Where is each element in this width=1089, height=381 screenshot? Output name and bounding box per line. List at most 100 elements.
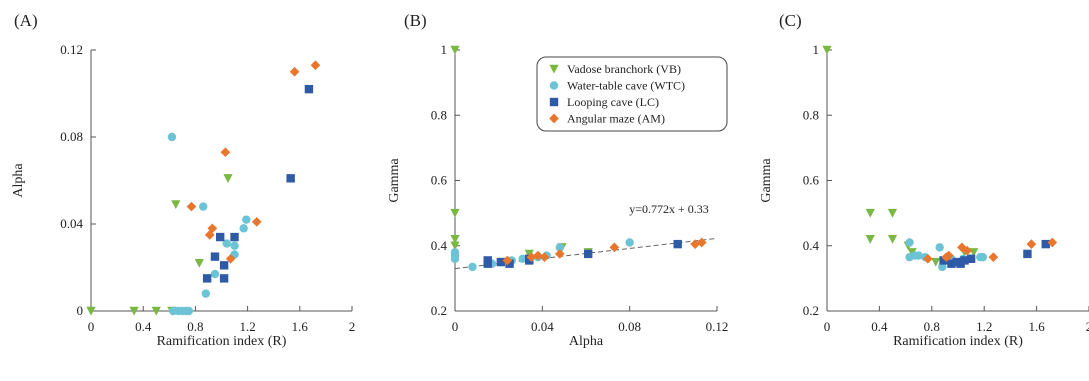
legend-marker-lc xyxy=(549,97,559,107)
data-point-vb xyxy=(887,208,898,218)
series-lc xyxy=(939,239,1050,268)
data-point-wtc xyxy=(239,224,248,233)
data-point-lc xyxy=(947,259,956,268)
data-point-wtc xyxy=(625,238,634,247)
y-tick-label: 0.6 xyxy=(431,173,448,188)
data-point-lc xyxy=(210,252,220,261)
series-lc xyxy=(202,84,314,283)
y-tick-label: 0 xyxy=(77,303,84,318)
series-wtc xyxy=(167,132,251,316)
data-point-am xyxy=(186,201,197,212)
series-vb xyxy=(822,45,979,267)
y-axis-title: Alpha xyxy=(11,163,26,198)
data-point-wtc xyxy=(978,252,988,262)
x-tick-label: 2 xyxy=(1086,319,1089,334)
series-vb xyxy=(86,174,233,316)
legend-label-lc: Looping cave (LC) xyxy=(567,95,659,109)
panel-a: 0 0.4 0.8 1.2 1.6 2 0 0.04 0.08 0.12 (A) Ramificati… xyxy=(11,11,355,349)
data-point-wtc xyxy=(167,132,177,142)
data-point-am xyxy=(526,252,537,262)
x-tick-label: 0.8 xyxy=(187,319,203,334)
y-tick-label: 0.8 xyxy=(431,107,447,122)
data-point-vb xyxy=(524,249,534,259)
data-point-lc xyxy=(960,256,969,265)
data-point-vb xyxy=(223,174,233,183)
data-point-wtc xyxy=(184,306,194,316)
x-tick-label: 0.08 xyxy=(618,319,641,334)
data-point-wtc xyxy=(914,251,923,260)
data-point-vb xyxy=(194,258,204,268)
data-point-vb xyxy=(865,208,875,218)
data-point-lc xyxy=(202,274,212,283)
x-tick-label: 0.8 xyxy=(924,319,940,334)
data-point-lc xyxy=(1041,239,1050,249)
panel-c: 0 0.4 0.8 1.2 1.6 2 0.2 0.4 0.6 0.8 1 (C) Ramificati… xyxy=(759,11,1089,349)
x-tick-label: 0 xyxy=(824,319,831,334)
data-point-vb xyxy=(931,257,941,267)
y-tick-label: 0.2 xyxy=(431,303,447,318)
data-point-vb xyxy=(450,208,460,218)
data-point-vb xyxy=(151,306,161,316)
data-point-wtc xyxy=(201,289,211,298)
x-tick-label: 0.04 xyxy=(531,319,554,334)
x-axis-title: Alpha xyxy=(569,334,604,349)
data-point-wtc xyxy=(518,254,527,263)
legend-label-vb: Vadose branchork (VB) xyxy=(567,62,681,76)
data-point-wtc xyxy=(905,238,914,247)
y-tick-label: 0.4 xyxy=(803,238,820,253)
data-point-lc xyxy=(505,259,514,268)
data-point-wtc xyxy=(468,262,477,272)
legend-box xyxy=(536,56,728,132)
panel-label: (B) xyxy=(404,11,427,30)
data-point-lc xyxy=(219,261,229,270)
data-point-am xyxy=(289,66,300,77)
x-tick-label: 0 xyxy=(452,319,459,334)
data-point-wtc xyxy=(222,239,231,248)
x-tick-label: 1.2 xyxy=(976,319,992,334)
series-am xyxy=(502,237,707,266)
data-point-lc xyxy=(219,274,229,283)
data-point-vb xyxy=(865,235,875,244)
data-point-wtc xyxy=(199,202,208,211)
data-point-am xyxy=(220,147,231,158)
data-point-vb xyxy=(822,45,832,55)
data-point-lc xyxy=(939,256,948,265)
x-tick-label: 1.2 xyxy=(239,319,255,334)
data-point-wtc xyxy=(210,269,220,279)
data-point-lc xyxy=(483,256,492,265)
panel-label: (A) xyxy=(14,11,38,30)
data-point-vb xyxy=(171,200,181,210)
data-point-am xyxy=(204,230,215,240)
legend-marker-wtc xyxy=(549,81,559,90)
x-tick-label: 0.4 xyxy=(135,319,152,334)
data-point-am xyxy=(1026,239,1037,249)
data-point-lc xyxy=(1023,249,1032,259)
x-tick-label: 1.6 xyxy=(1028,319,1045,334)
y-tick-label: 0.8 xyxy=(803,107,819,122)
data-point-am xyxy=(225,253,236,264)
data-point-lc xyxy=(286,174,295,183)
data-point-lc xyxy=(966,254,976,263)
y-tick-label: 1 xyxy=(813,42,820,57)
legend-label-wtc: Water-table cave (WTC) xyxy=(567,79,685,93)
data-point-vb xyxy=(129,306,139,316)
data-point-am xyxy=(207,223,218,234)
data-point-lc xyxy=(583,249,593,259)
data-point-wtc xyxy=(938,262,947,272)
legend-marker-vb xyxy=(549,64,559,74)
x-tick-label: 0 xyxy=(88,319,95,334)
data-point-vb xyxy=(887,235,898,244)
data-point-am xyxy=(539,252,550,262)
legend-label-am: Angular maze (AM) xyxy=(567,112,665,126)
y-tick-label: 0.2 xyxy=(803,303,819,318)
y-axis-title: Gamma xyxy=(759,158,774,203)
data-point-am xyxy=(251,216,262,227)
y-tick-label: 0.12 xyxy=(60,42,83,57)
data-point-am xyxy=(696,237,707,248)
data-point-lc xyxy=(673,239,682,249)
data-point-am xyxy=(1047,237,1058,248)
y-tick-label: 0.04 xyxy=(60,216,83,231)
y-tick-label: 0.6 xyxy=(803,173,820,188)
data-point-wtc xyxy=(450,254,460,263)
data-point-lc xyxy=(215,232,225,242)
